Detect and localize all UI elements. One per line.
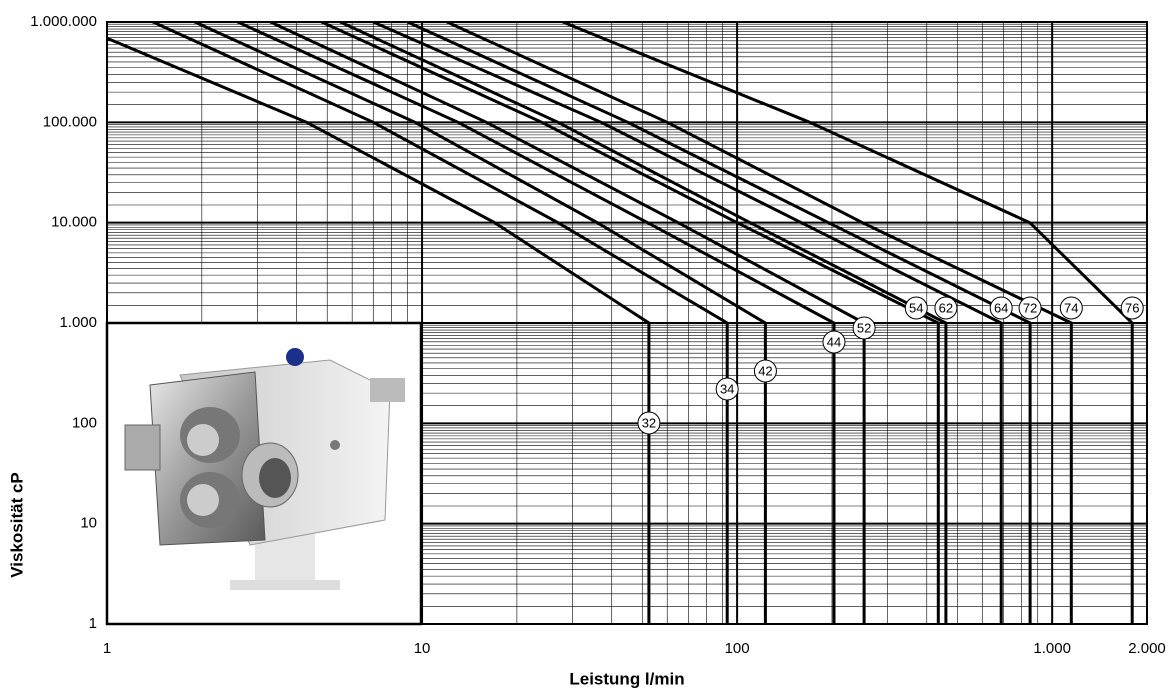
x-tick-label: 2.000 — [1128, 640, 1166, 657]
y-axis-label: Viskosität cP — [7, 472, 26, 578]
curve — [152, 22, 729, 624]
curves — [107, 22, 1134, 624]
curve-label-circle — [934, 296, 958, 320]
curve-label: 64 — [994, 300, 1008, 315]
curve-label: 52 — [857, 320, 871, 335]
y-tick-label: 1.000 — [59, 314, 97, 331]
x-tick-label: 10 — [414, 640, 431, 657]
curve-label-circle — [753, 359, 777, 383]
x-tick-label: 100 — [725, 640, 750, 657]
curve-label: 72 — [1023, 300, 1037, 315]
y-tick-label: 10.000 — [51, 214, 97, 231]
curve — [406, 22, 1032, 624]
curve-label-circle — [1120, 296, 1144, 320]
curve-label-circle — [1018, 296, 1042, 320]
y-tick-label: 1.000.000 — [30, 13, 97, 30]
curve — [372, 22, 1003, 624]
curve — [446, 22, 1073, 624]
curve-label-circle — [904, 296, 928, 320]
curve-label: 62 — [939, 300, 953, 315]
y-tick-label: 10 — [80, 515, 97, 532]
curve-label-circle — [637, 411, 661, 435]
y-tick-label: 1 — [89, 615, 97, 632]
x-tick-label: 1 — [103, 640, 111, 657]
curve-label: 42 — [758, 363, 772, 378]
curve-label: 76 — [1125, 300, 1139, 315]
y-tick-label: 100.000 — [43, 113, 97, 130]
curve — [237, 22, 836, 624]
pump-photo — [105, 321, 423, 626]
curve-label-circle — [715, 377, 739, 401]
curve-label-circle — [989, 296, 1013, 320]
curve-label-circle — [822, 330, 846, 354]
curve — [194, 22, 767, 624]
curve-labels: 32 34 42 44 52 54 62 64 72 74 76 — [637, 296, 1144, 435]
curve — [320, 22, 940, 624]
curve-label: 34 — [720, 381, 734, 396]
y-tick-label: 100 — [72, 414, 97, 431]
curve — [269, 22, 866, 624]
curve-label-circle — [852, 316, 876, 340]
curve — [562, 22, 1134, 624]
curve-label-circle — [1059, 296, 1083, 320]
curve-label: 54 — [909, 300, 923, 315]
curve — [339, 22, 948, 624]
x-axis-label: Leistung l/min — [569, 669, 684, 688]
curve-label: 32 — [642, 415, 656, 430]
curve-label: 44 — [827, 334, 841, 349]
x-tick-label: 1.000 — [1033, 640, 1071, 657]
curve-label: 74 — [1064, 300, 1078, 315]
